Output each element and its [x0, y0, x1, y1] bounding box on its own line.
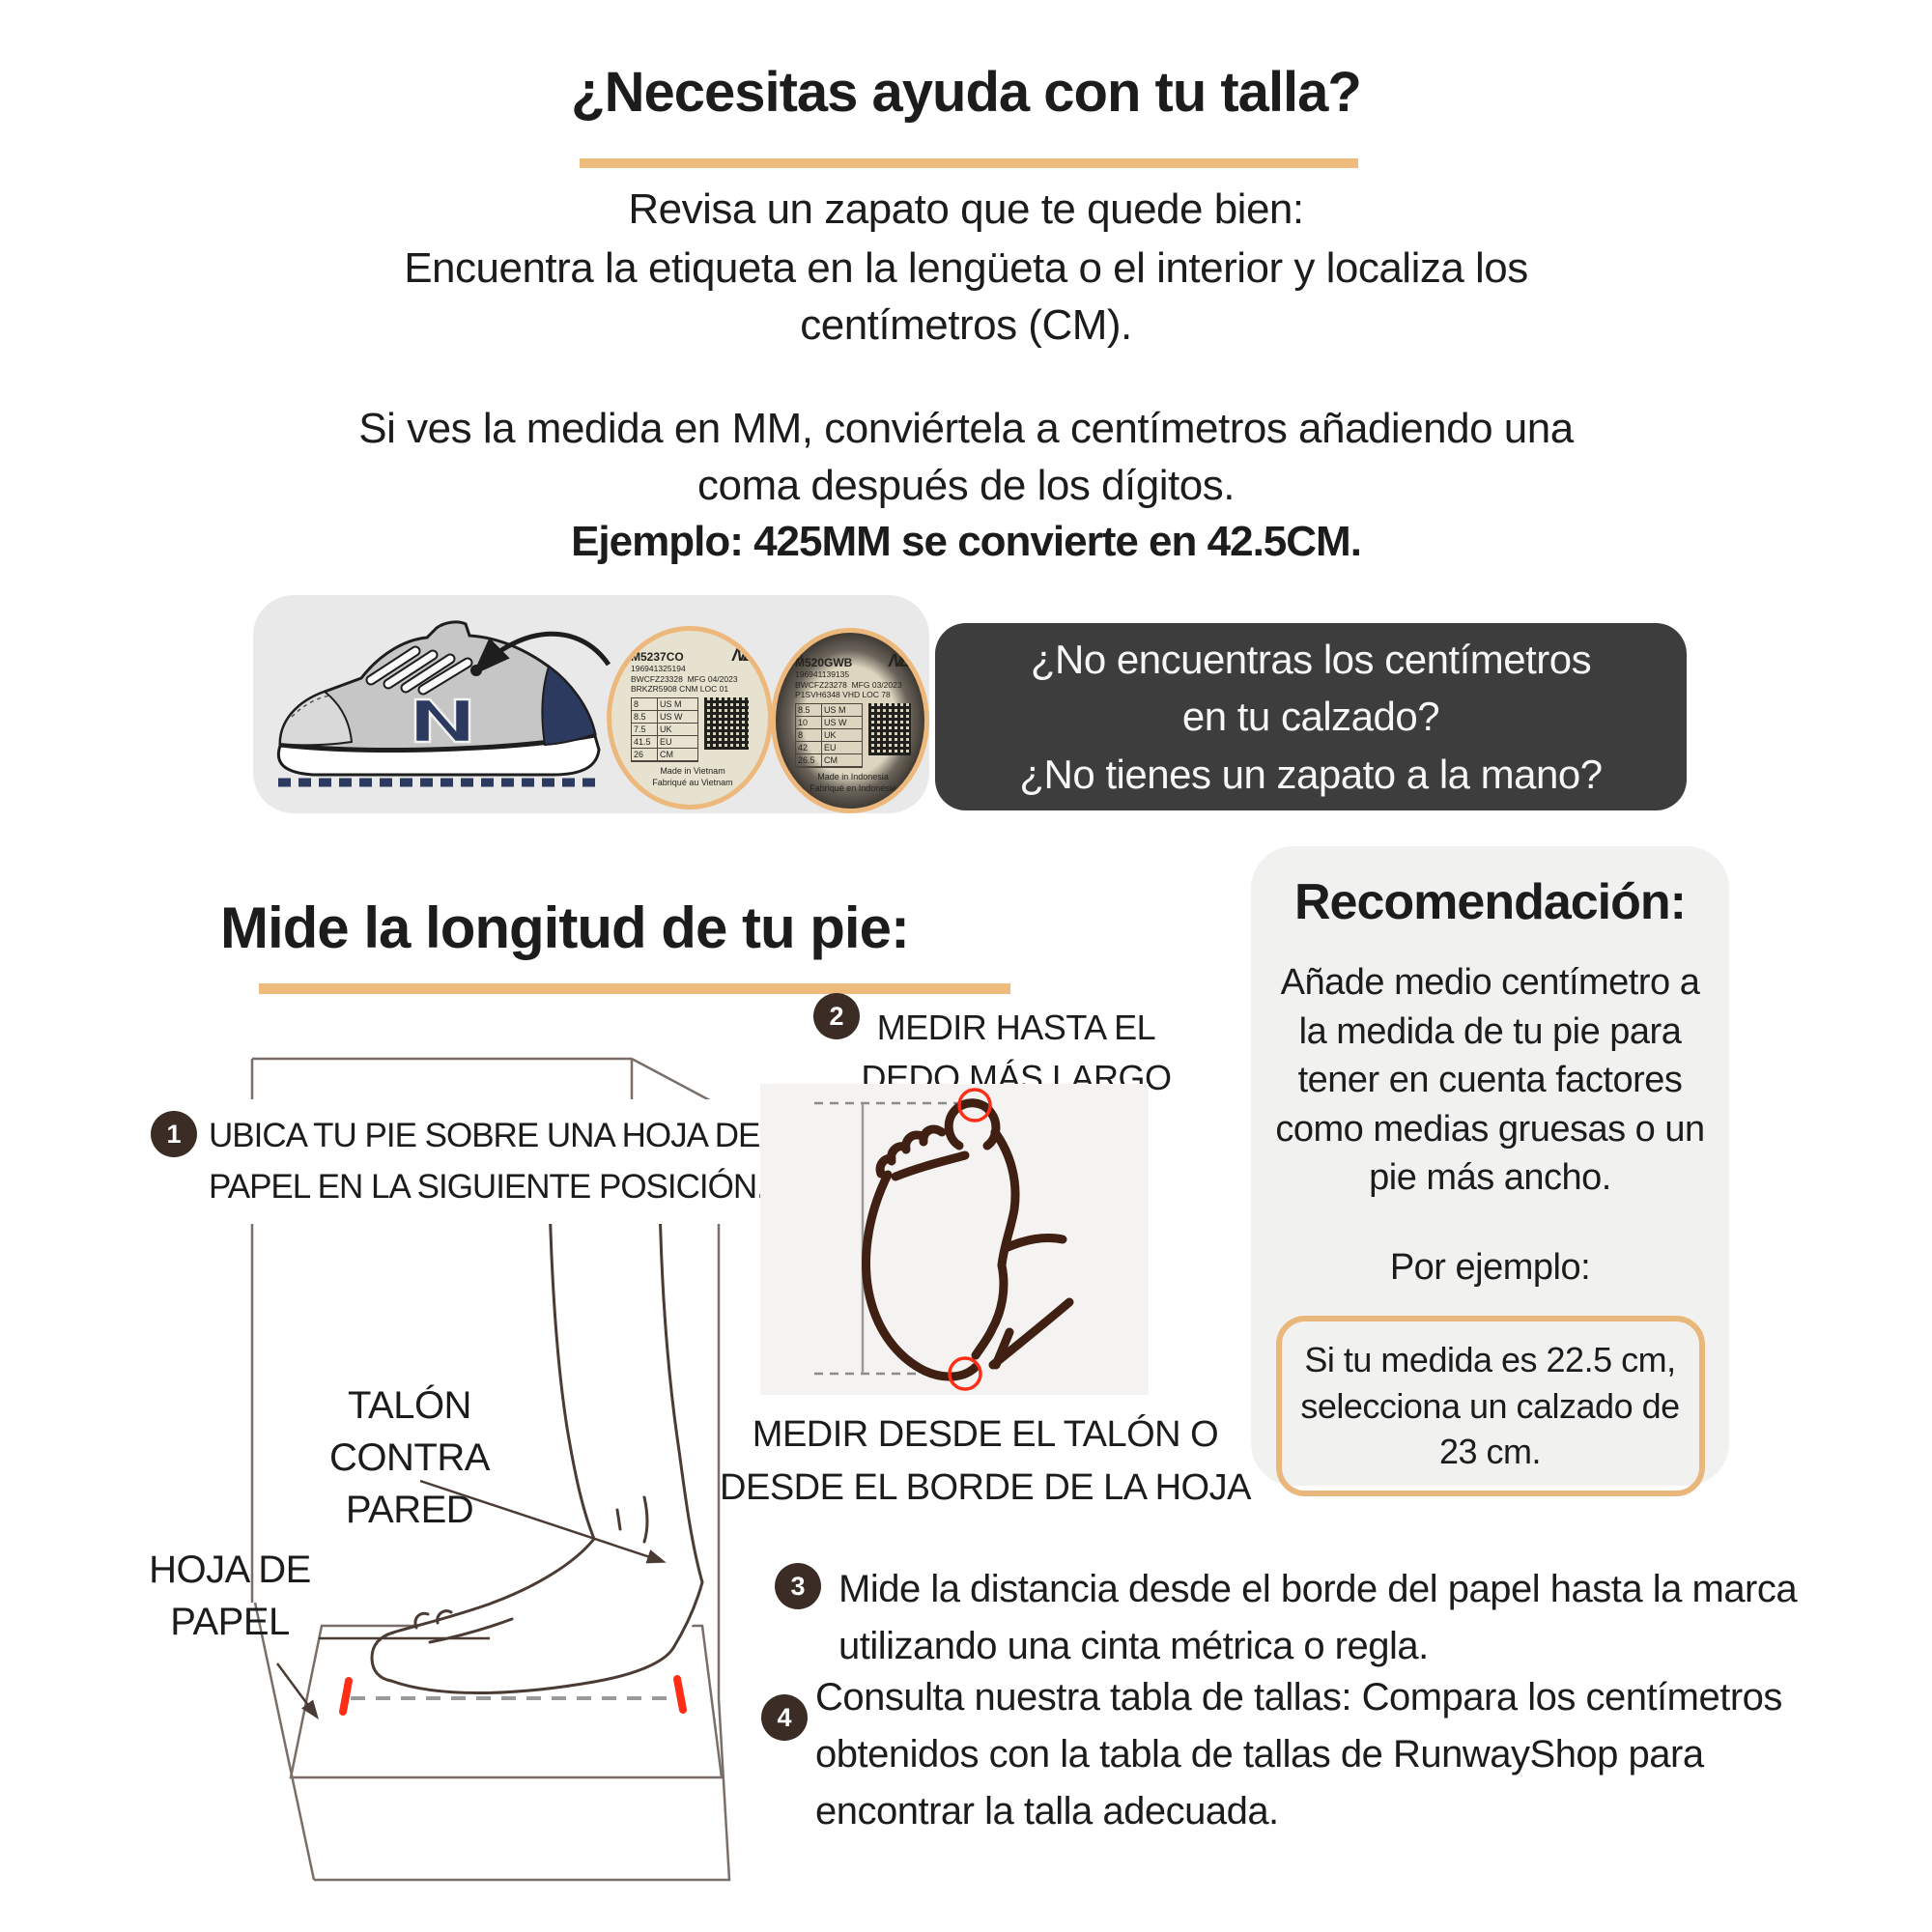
- no-cm-question-2: ¿No tienes un zapato a la mano?: [1019, 751, 1603, 797]
- tag-model: M5237CO: [631, 650, 684, 664]
- recommendation-example-label: Por ejemplo:: [1389, 1246, 1591, 1288]
- sneaker-sole: [277, 734, 601, 777]
- tag-mfg-date: MFG 03/2023: [851, 679, 902, 690]
- step-3-text: Mide la distancia desde el borde del pap…: [838, 1568, 1798, 1668]
- foot-sole-outline: [862, 1098, 1074, 1381]
- tag-width-code: D: [631, 645, 639, 657]
- wall-outline: [250, 1057, 721, 1698]
- foot-sole-diagram: [814, 1088, 1074, 1391]
- floor-outline: [253, 1602, 731, 1882]
- tag-origin-fr: Fabriqué au Vietnam: [652, 777, 733, 787]
- qr-code-icon: [704, 697, 749, 751]
- step-1-badge: 1: [151, 1111, 197, 1157]
- tag-size-table: 8 US M 8.5 US W 7.5 UK 41.5 EU 26 CM: [631, 697, 698, 763]
- tag-barcode-number: 196941325194: [631, 664, 686, 674]
- tag-code-line2: P1SVH6348 VHD LOC 78: [795, 690, 891, 700]
- wall-label-arrow: [419, 1479, 667, 1564]
- recommendation-body: Añade medio centímetro a la medida de tu…: [1275, 962, 1705, 1199]
- no-cm-question-box: ¿No encuentras los centímetros en tu cal…: [935, 623, 1687, 810]
- qr-code-icon: [868, 703, 911, 756]
- recommendation-example-box: Si tu medida es 22.5 cm, selecciona un c…: [1275, 1315, 1705, 1497]
- shoe-tag-vietnam: D NB M5237CO 196941325194 BWCFZ23328 MFG…: [607, 626, 773, 810]
- step-4-badge: 4: [761, 1694, 808, 1741]
- paper-label-arrow: [275, 1662, 319, 1720]
- tag-width-code: D: [795, 651, 803, 663]
- red-circle-toe: [957, 1088, 992, 1122]
- sneaker-illustration: [277, 620, 601, 787]
- recommendation-panel: Recomendación: Añade medio centímetro a …: [1251, 846, 1729, 1497]
- intro-line-1: Revisa un zapato que te quede bien:: [628, 185, 1304, 233]
- sneaker-n-logo: [413, 697, 471, 744]
- measure-title-underline: [259, 983, 1010, 994]
- tag-origin-en: Made in Vietnam: [660, 766, 725, 777]
- wall-label: TALÓN CONTRA PARED: [329, 1384, 490, 1531]
- sneaker-laces: [365, 645, 473, 696]
- step-4-text: Consulta nuestra tabla de tallas: Compar…: [815, 1676, 1782, 1833]
- tag-barcode-number: 196941139135: [795, 669, 850, 680]
- red-circle-heel: [948, 1356, 982, 1391]
- tag-origin-en: Made in Indonesia: [817, 772, 889, 782]
- tag-code-line1: BWCFZ23278: [795, 679, 847, 690]
- red-mark: [339, 1675, 687, 1716]
- label-arrow: [471, 631, 611, 676]
- recommendation-title: Recomendación:: [1294, 874, 1687, 930]
- shoe-tag-indonesia: D NB M520GWB 196941139135 BWCFZ23278 MFG…: [771, 628, 929, 813]
- sole-caption: MEDIR DESDE EL TALÓN O DESDE EL BORDE DE…: [720, 1414, 1251, 1509]
- tag-code-line1: BWCFZ23328: [631, 673, 683, 684]
- tag-origin-fr: Fabriqué en Indonésie: [810, 782, 896, 793]
- sneaker-toe-cap: [278, 690, 354, 747]
- step-1-text: UBICA TU PIE SOBRE UNA HOJA DE PAPEL EN …: [209, 1117, 766, 1206]
- nb-logo-icon: NB: [886, 651, 914, 671]
- title-underline: [580, 158, 1358, 168]
- no-cm-question-1: ¿No encuentras los centímetros en tu cal…: [1030, 636, 1592, 740]
- tag-mfg-date: MFG 04/2023: [687, 673, 738, 684]
- nb-logo-icon: NB: [729, 645, 757, 666]
- step-1-callout: 1 UBICA TU PIE SOBRE UNA HOJA DE PAPEL E…: [143, 1099, 796, 1224]
- page-title: ¿Necesitas ayuda con tu talla?: [571, 61, 1362, 124]
- sneaker-heel-patch: [541, 665, 597, 747]
- tag-size-table: 8.5 US M 10 US W 8 UK 42 EU 26.5 CM: [795, 703, 863, 769]
- step-2-badge: 2: [813, 993, 860, 1039]
- tag-model: M520GWB: [795, 656, 853, 669]
- shoe-example-panel: D NB M5237CO 196941325194 BWCFZ23328 MFG…: [253, 595, 929, 813]
- mm-paragraph: Si ves la medida en MM, conviértela a ce…: [358, 405, 1574, 510]
- foot-sole-diagram-panel: [760, 1084, 1149, 1395]
- paper-label: HOJA DE PAPEL: [149, 1548, 311, 1643]
- heel-against-wall-diagram: [250, 1057, 731, 1882]
- tag-code-line2: BRKZR5908 CNM LOC 01: [631, 684, 729, 695]
- measure-section-title: Mide la longitud de tu pie:: [220, 895, 910, 960]
- example-line: Ejemplo: 425MM se convierte en 42.5CM.: [571, 518, 1362, 565]
- intro-line-2: Encuentra la etiqueta en la lengüeta o e…: [404, 244, 1528, 350]
- step-3-badge: 3: [775, 1563, 821, 1609]
